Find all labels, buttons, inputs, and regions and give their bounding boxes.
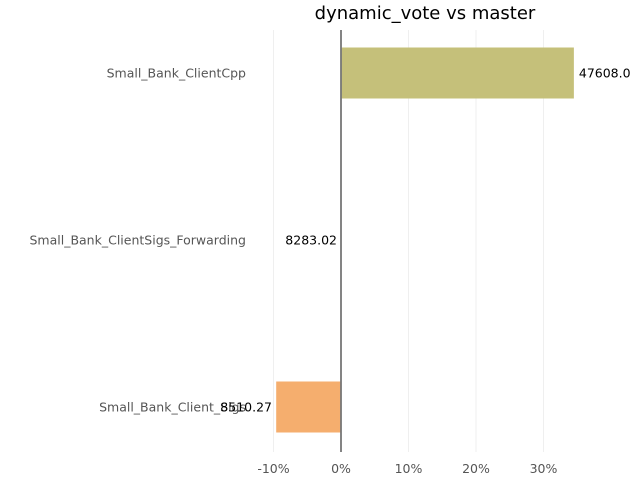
bar	[276, 381, 341, 433]
category-label: Small_Bank_ClientCpp	[107, 66, 246, 81]
bars	[276, 47, 574, 433]
grid	[273, 30, 544, 452]
data-label: 8283.02	[285, 233, 337, 248]
category-label: Small_Bank_ClientSigs_Forwarding	[29, 233, 246, 248]
chart-title: dynamic_vote vs master	[315, 3, 536, 24]
labels: -10% 0% 10% 20% 30% Small_Bank_ClientCpp Small…	[29, 66, 630, 477]
x-tick-label: 30%	[530, 461, 558, 476]
category-label: Small_Bank_Client_Sigs	[99, 400, 246, 415]
x-tick-label: 0%	[331, 461, 351, 476]
data-label: 47608.0	[579, 66, 631, 81]
x-tick-label: 10%	[395, 461, 423, 476]
x-tick-label: 20%	[462, 461, 490, 476]
data-label: 8510.27	[220, 400, 272, 415]
bar	[341, 47, 574, 99]
x-tick-label: -10%	[257, 461, 289, 476]
